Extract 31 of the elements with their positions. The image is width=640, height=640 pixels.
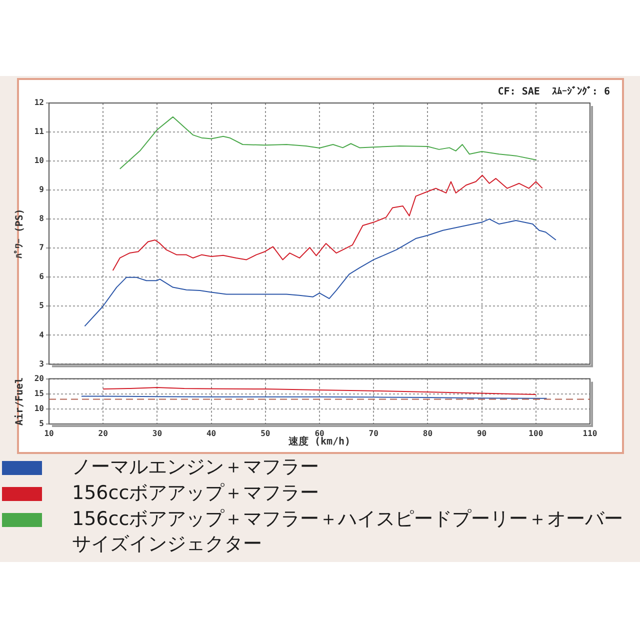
y-tick-label: 15 xyxy=(34,388,44,398)
x-tick-label: 100 xyxy=(528,428,544,438)
x-axis-title: 速度 (km/h) xyxy=(287,436,351,448)
y-tick-label: 5 xyxy=(39,301,44,310)
y-tick-label: 10 xyxy=(34,156,44,166)
x-tick-label: 40 xyxy=(206,428,216,438)
x-tick-label: 30 xyxy=(152,428,162,438)
y-tick-label: 10 xyxy=(34,404,44,414)
y-tick-label: 7 xyxy=(39,243,44,252)
x-tick-label: 60 xyxy=(314,428,324,438)
legend-label: 156ccボアアップ＋マフラー xyxy=(72,481,320,506)
y-tick-label: 6 xyxy=(39,272,44,282)
y-axis-title: ﾊﾟﾜｰ (PS) xyxy=(14,208,26,259)
x-tick-label: 90 xyxy=(476,428,487,438)
y-tick-label: 4 xyxy=(39,330,44,340)
y-axis-title: Air/Fuel xyxy=(14,377,26,426)
x-tick-label: 80 xyxy=(422,428,433,438)
y-tick-label: 12 xyxy=(34,98,44,108)
text: CF: SAE ｽﾑｰｼﾞﾝｸﾞ: 6 xyxy=(498,86,610,98)
legend-label: ノーマルエンジン＋マフラー xyxy=(72,455,319,480)
legend-label: 156ccボアアップ＋マフラー＋ハイスピードプーリー＋オーバーサイズインジェクター xyxy=(72,507,624,557)
y-tick-label: 11 xyxy=(34,127,44,136)
x-tick-label: 50 xyxy=(260,428,270,438)
x-tick-label: 70 xyxy=(368,428,379,438)
y-tick-label: 20 xyxy=(34,374,44,383)
y-tick-label: 9 xyxy=(39,185,44,194)
x-tick-label: 20 xyxy=(98,428,108,438)
y-tick-label: 5 xyxy=(39,419,44,428)
y-tick-label: 3 xyxy=(39,359,44,368)
y-tick-label: 8 xyxy=(39,214,44,224)
x-tick-label: 110 xyxy=(582,428,598,438)
